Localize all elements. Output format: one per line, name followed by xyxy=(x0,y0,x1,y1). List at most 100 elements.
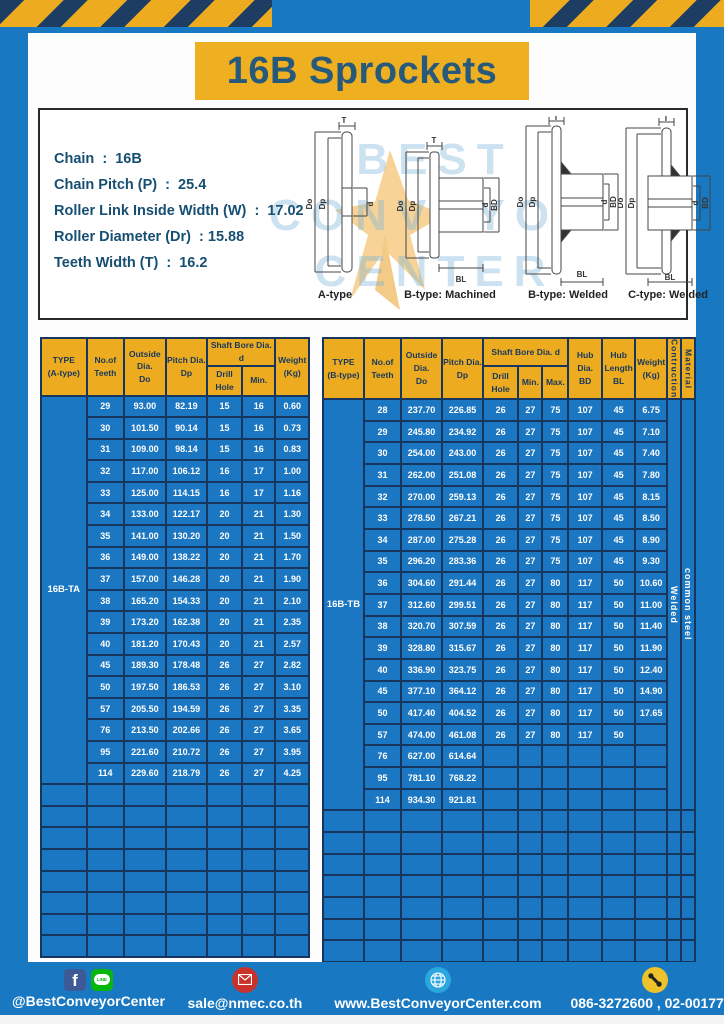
data-cell: 11.00 xyxy=(634,592,668,617)
table-row: 36 304.60 291.44 26 27 80 117 50 10.60 xyxy=(323,571,695,595)
empty-cell xyxy=(274,826,310,850)
data-cell: 29 xyxy=(362,419,403,444)
data-cell: 37 xyxy=(362,592,403,617)
col-header-teeth: No.of Teeth xyxy=(85,337,126,397)
data-cell: 107 xyxy=(567,528,603,552)
data-cell xyxy=(481,744,520,769)
data-cell: 27 xyxy=(240,675,277,699)
table-row: 30 254.00 243.00 26 27 75 107 45 7.40 xyxy=(323,441,695,466)
empty-cell xyxy=(322,831,365,855)
dim-t: T xyxy=(554,116,559,122)
dim-do: Do xyxy=(516,197,525,208)
data-cell: 117 xyxy=(567,614,603,639)
data-cell: 37 xyxy=(85,567,126,591)
data-cell: 50 xyxy=(85,675,126,699)
empty-cell xyxy=(679,939,697,964)
data-cell: 270.00 xyxy=(400,484,443,509)
data-cell: 38 xyxy=(362,614,403,639)
data-cell: 39 xyxy=(362,636,403,660)
table-row: 50 417.40 404.52 26 27 80 117 50 17.65 xyxy=(323,701,695,725)
data-cell: 11.90 xyxy=(634,636,668,660)
data-cell: 146.28 xyxy=(164,567,209,591)
col-header-hub-length: Hub Length BL xyxy=(600,336,637,401)
empty-row xyxy=(40,912,310,937)
empty-cell xyxy=(600,917,637,942)
empty-cell xyxy=(679,831,697,855)
data-cell: 26 xyxy=(481,463,520,487)
data-cell: 189.30 xyxy=(123,653,167,678)
data-cell: 16 xyxy=(240,394,277,419)
data-cell: 304.60 xyxy=(400,571,443,595)
empty-cell xyxy=(85,847,126,872)
dim-bl: BL xyxy=(665,273,676,282)
data-cell: 20 xyxy=(206,502,243,527)
data-cell: 26 xyxy=(481,441,520,466)
data-cell xyxy=(517,787,544,812)
data-cell: 26 xyxy=(206,696,243,721)
empty-cell xyxy=(517,852,544,877)
col-header-outside-dia: Outside Dia. Do xyxy=(400,336,443,401)
col-header-hub-dia: Hub Dia. BD xyxy=(567,336,603,401)
empty-cell xyxy=(441,917,484,942)
hazard-stripes-right xyxy=(530,0,724,27)
data-cell: 27 xyxy=(517,484,544,509)
data-cell: 4.25 xyxy=(274,761,310,786)
table-row: 50 197.50 186.53 26 27 3.10 xyxy=(41,675,310,699)
empty-cell xyxy=(40,912,88,937)
data-cell: 3.35 xyxy=(274,696,310,721)
data-cell: 27 xyxy=(517,722,544,747)
data-cell: 45 xyxy=(600,398,637,422)
table-row: 30 101.50 90.14 15 16 0.73 xyxy=(41,416,310,440)
data-cell: 36 xyxy=(362,571,403,595)
hazard-stripes-left xyxy=(0,0,272,27)
empty-cell xyxy=(240,891,277,915)
data-cell: 0.73 xyxy=(274,416,310,440)
spec-line-roller-width: Roller Link Inside Width (W) : 17.02 xyxy=(54,203,304,219)
empty-cell xyxy=(322,917,365,942)
data-cell: 80 xyxy=(541,701,570,725)
empty-cell xyxy=(123,804,167,829)
empty-cell xyxy=(567,852,603,877)
dim-bd: BD xyxy=(701,197,710,209)
data-cell: 117 xyxy=(567,657,603,682)
empty-cell xyxy=(240,783,277,807)
globe-icon xyxy=(424,966,451,993)
data-cell: 27 xyxy=(240,718,277,742)
data-cell: 98.14 xyxy=(164,437,209,462)
data-cell xyxy=(634,722,668,747)
empty-cell xyxy=(206,847,243,872)
empty-cell xyxy=(123,891,167,915)
empty-cell xyxy=(600,895,637,920)
col-header-teeth: No.of Teeth xyxy=(362,336,403,401)
phone-icon xyxy=(641,966,668,993)
empty-cell xyxy=(600,831,637,855)
empty-row xyxy=(322,852,697,877)
data-cell: 50 xyxy=(600,571,637,595)
empty-cell xyxy=(517,895,544,920)
table-row: 16B-TA 29 93.00 82.19 15 16 0.60 xyxy=(40,394,310,786)
empty-row xyxy=(40,826,310,850)
table-row: 32 117.00 106.12 16 17 1.00 xyxy=(41,459,310,483)
empty-row xyxy=(40,869,310,894)
data-cell: 194.59 xyxy=(164,696,209,721)
data-cell: 75 xyxy=(541,441,570,466)
data-cell xyxy=(567,766,603,790)
data-cell: 45 xyxy=(600,484,637,509)
empty-cell xyxy=(400,939,443,964)
empty-cell xyxy=(240,934,277,958)
data-cell: 130.20 xyxy=(164,524,209,548)
empty-cell xyxy=(164,934,209,958)
data-cell: 26 xyxy=(481,701,520,725)
empty-cell xyxy=(164,869,209,894)
data-cell: 17.65 xyxy=(634,701,668,725)
col-header-construction: Contruction xyxy=(665,336,682,401)
data-cell: 328.80 xyxy=(400,636,443,660)
data-cell: 16 xyxy=(240,416,277,440)
type-label: 16B-TA xyxy=(40,394,88,786)
data-cell: 95 xyxy=(85,740,126,764)
data-cell: 234.92 xyxy=(441,419,484,444)
empty-cell xyxy=(362,939,403,964)
data-cell: 2.35 xyxy=(274,610,310,635)
empty-cell xyxy=(123,869,167,894)
data-cell: 2.57 xyxy=(274,632,310,656)
